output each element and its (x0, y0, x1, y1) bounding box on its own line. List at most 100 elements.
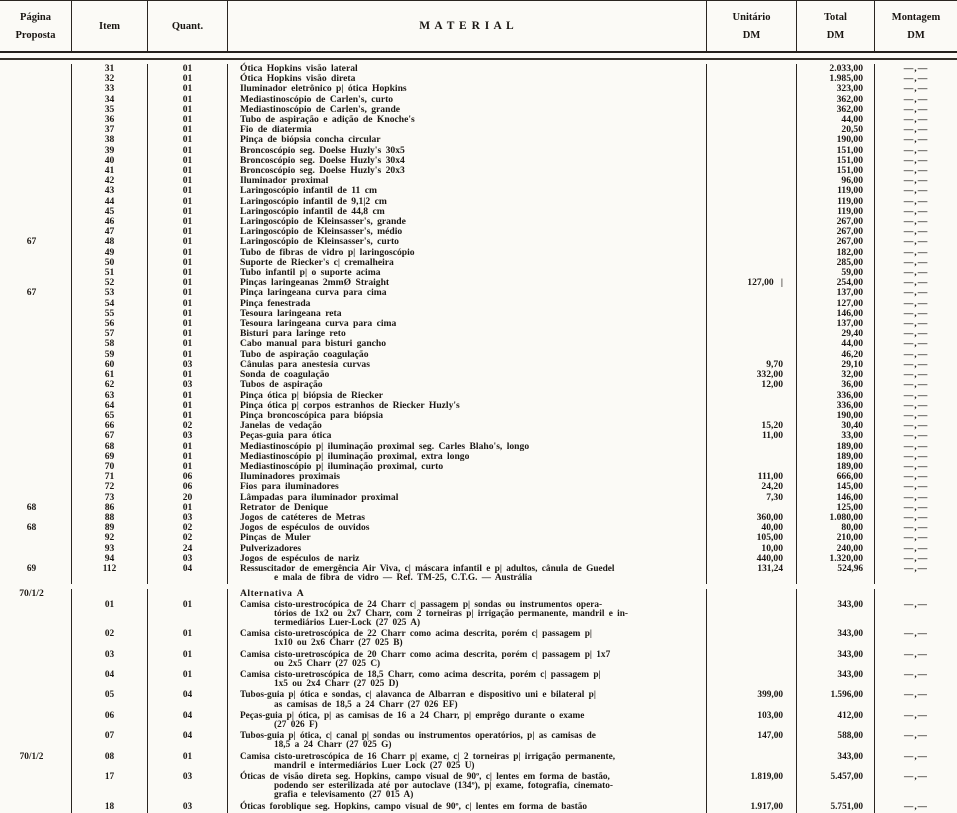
cell-material: Janelas de vedação (228, 420, 707, 432)
cell-unitario-dm (707, 74, 797, 85)
cell-item: 17 (72, 772, 148, 802)
cell-quant: 01 (148, 267, 228, 279)
cell-pagina-proposta (0, 553, 72, 564)
cell-pagina-proposta (0, 247, 72, 258)
table-row: 35 01 Mediastinoscópio de Carlen's, gran… (0, 104, 957, 116)
cell-unitario-dm: 11,00 (707, 431, 797, 442)
cell-montagem-dm: —,— (904, 710, 928, 721)
cell-quant: 01 (148, 227, 228, 238)
header-total: Total DM (797, 1, 875, 51)
cell-item: 54 (72, 298, 148, 309)
cell-montagem-dm: —,— (903, 165, 929, 177)
cell-item: 31 (72, 63, 148, 75)
cell-total-dm: 1.080,00 (797, 512, 875, 524)
cell-montagem-dm: —,— (903, 389, 929, 401)
cell-montagem-dm: —,— (904, 731, 928, 742)
cell-total-dm: 524,96 (797, 563, 875, 585)
cell-total-dm: 127,00 (797, 298, 875, 309)
cell-item: 64 (72, 400, 148, 411)
cell-total-dm: 146,00 (797, 492, 875, 503)
cell-quant: 01 (148, 84, 228, 95)
cell-total-dm: 210,00 (797, 533, 875, 544)
cell-unitario-dm: 15,20 (707, 420, 797, 432)
cell-item: 72 (72, 482, 148, 493)
cell-quant: 03 (148, 801, 228, 813)
cell-unitario-dm (707, 145, 797, 156)
cell-pagina-proposta (0, 441, 72, 452)
cell-quant: 01 (148, 125, 228, 136)
cell-unitario-dm (707, 125, 797, 136)
cell-montagem-dm: —,— (903, 297, 929, 309)
cell-pagina-proposta (0, 166, 72, 177)
cell-quant: 01 (148, 441, 228, 452)
cell-unitario-dm: 127,00 | (707, 278, 797, 289)
cell-material: Fios para iluminadores (228, 482, 707, 493)
header-pagina-proposta: Página Proposta (0, 1, 72, 51)
table-row: 02 01 Camisa cisto-uretroscópica de 22 C… (0, 629, 957, 650)
cell-total-dm: 46,20 (797, 349, 875, 360)
cell-material: Pinça de biópsia concha circular (228, 135, 707, 146)
cell-total-dm: 29,40 (797, 329, 875, 340)
cell-unitario-dm (707, 349, 797, 360)
table-row: 03 01 Camisa cisto-uretroscópica de 20 C… (0, 649, 957, 670)
cell-montagem-dm: —,— (903, 114, 929, 126)
header-pagina-line2: Proposta (15, 29, 56, 41)
cell-item: 69 (72, 451, 148, 462)
cell-quant: 01 (148, 369, 228, 381)
cell-unitario-dm (707, 237, 797, 248)
cell-quant: 01 (148, 318, 228, 330)
cell-quant: 01 (148, 400, 228, 411)
cell-total-dm: 254,00 (797, 278, 875, 289)
cell-montagem-dm: —,— (903, 216, 929, 228)
cell-quant: 03 (148, 431, 228, 442)
cell-montagem-dm: —,— (903, 83, 929, 95)
cell-pagina-proposta (0, 104, 72, 116)
table-row: 04 01 Camisa cisto-uretroscópica de 18,5… (0, 669, 957, 691)
cell-unitario-dm (707, 288, 797, 299)
cell-material: Jogos de catéteres de Metras (228, 512, 707, 524)
cell-montagem-dm: —,— (903, 328, 929, 340)
table-row: 70/1/2 08 01 Camisa cisto-uretroscópica … (0, 751, 957, 773)
cell-quant: 04 (148, 690, 228, 711)
cell-quant: 01 (148, 206, 228, 218)
cell-material: Laringoscópio de Kleinsasser's, curto (228, 237, 707, 248)
cell-total-dm: 125,00 (797, 502, 875, 513)
cell-unitario-dm (707, 135, 797, 146)
cell-total-dm: 119,00 (797, 186, 875, 197)
cell-montagem-dm: —,— (903, 267, 929, 279)
cell-total-dm: 1.320,00 (797, 553, 875, 564)
cell-item: 73 (72, 492, 148, 503)
cell-total-dm: 5.457,00 (797, 772, 875, 802)
cell-unitario-dm (707, 441, 797, 452)
table-row: 69 01 Mediastinoscópio p| iluminação pro… (0, 451, 957, 462)
cell-quant: 02 (148, 420, 228, 432)
cell-quant: 04 (148, 563, 228, 585)
cell-pagina-proposta (0, 599, 72, 630)
cell-unitario-dm (707, 166, 797, 177)
cell-montagem-dm: —,— (903, 318, 929, 330)
cell-item: 60 (72, 359, 148, 371)
cell-unitario-dm (707, 400, 797, 411)
header-material: M A T E R I A L (228, 1, 707, 51)
cell-item: 37 (72, 125, 148, 136)
cell-unitario-dm: 360,00 (707, 512, 797, 524)
table-row: 07 04 Tubos-guia p| ótica, c| canal p| s… (0, 731, 957, 752)
cell-material: Laringoscópio de Kleinsasser's, médio (228, 227, 707, 238)
cell-total-dm: 2.033,00 (797, 63, 875, 75)
cell-unitario-dm: 10,00 (707, 543, 797, 554)
cell-quant: 20 (148, 492, 228, 503)
cell-material: Camisa cisto-uretroscópica de 18,5 Charr… (228, 669, 707, 691)
cell-unitario-dm: 7,30 (707, 492, 797, 503)
cell-material: Tubo de aspiração e adição de Knoche's (228, 114, 707, 126)
cell-total-dm: 1.985,00 (797, 73, 875, 85)
cell-material: Mediastinoscópio de Carlen's, curto (228, 94, 707, 105)
cell-unitario-dm (707, 298, 797, 309)
cell-material: Bisturi para laringe reto (228, 329, 707, 340)
cell-unitario-dm (707, 669, 797, 691)
table-row: 34 01 Mediastinoscópio de Carlen's, curt… (0, 94, 957, 105)
cell-material: Suporte de Riecker's c| cremalheira (228, 257, 707, 269)
cell-pagina-proposta (0, 268, 72, 279)
cell-quant: 24 (148, 543, 228, 554)
cell-unitario-dm (707, 155, 797, 167)
cell-montagem-dm: —,— (903, 399, 929, 411)
